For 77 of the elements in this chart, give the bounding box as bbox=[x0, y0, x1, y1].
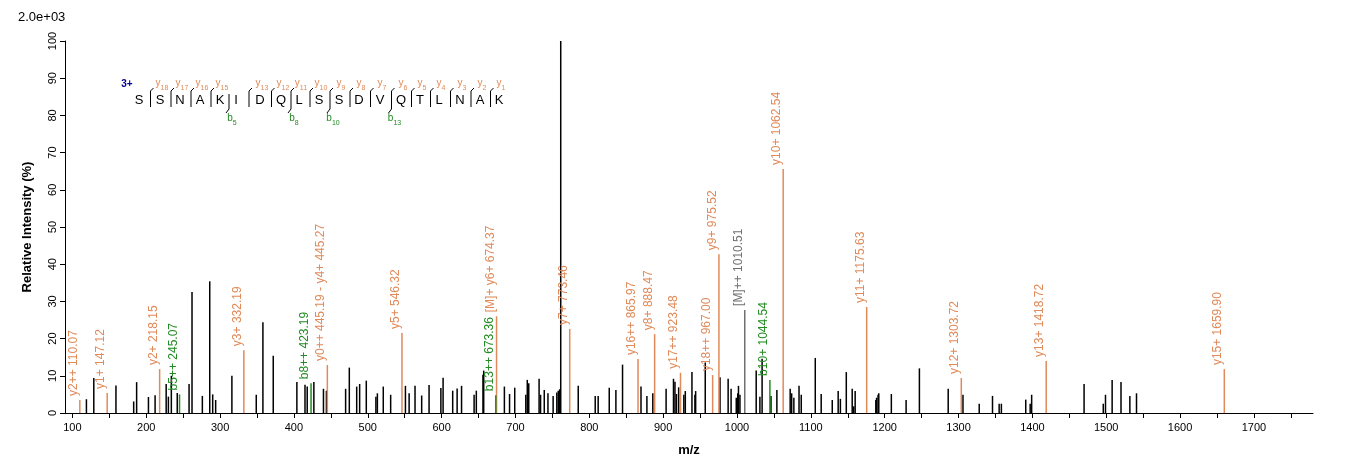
x-tick-label: 1500 bbox=[1093, 420, 1119, 433]
annotation: b13++ 673.36 bbox=[481, 316, 496, 392]
annotation: y10+ 1062.54 bbox=[769, 91, 784, 165]
x-tick-label: 1100 bbox=[799, 420, 823, 433]
annotation: y$_{16}$ bbox=[195, 77, 209, 91]
annotation: y$_{15}$ bbox=[215, 77, 229, 91]
annotation: y$_{17}$ bbox=[175, 77, 189, 91]
annotation: y12+ 1303.72 bbox=[947, 300, 962, 375]
annotation: y$_{18}$ bbox=[155, 77, 169, 91]
y-tick-label: 0 bbox=[45, 409, 58, 417]
annotation: b$_{10}$ bbox=[326, 112, 340, 126]
annotation: y17++ 923.48 bbox=[666, 295, 681, 369]
annotation: [M]+ y6+ 674.37 bbox=[482, 225, 497, 313]
text: S S N A K I D Q L S S D V Q T L N A K bbox=[134, 92, 504, 107]
annotation: y13+ 1418.72 bbox=[1032, 283, 1047, 357]
annotation: y$_{9}$ bbox=[336, 77, 346, 91]
annotation: y8+ 888.47 bbox=[640, 270, 655, 331]
x-tick-label: 1600 bbox=[1167, 420, 1193, 433]
y-tick-label: 50 bbox=[45, 220, 58, 234]
y-tick-label: 60 bbox=[45, 183, 58, 196]
annotation: y3+ 332.19 bbox=[229, 286, 244, 347]
x-axis-title: m/z bbox=[678, 442, 701, 457]
x-tick-label: 1400 bbox=[1020, 420, 1045, 433]
x-tick-label: 700 bbox=[506, 420, 525, 433]
x-tick-label: 900 bbox=[653, 420, 673, 433]
x-tick-label: 400 bbox=[284, 420, 304, 433]
annotation: y2+ 218.15 bbox=[145, 305, 160, 366]
annotation: y$_{6}$ bbox=[398, 77, 408, 91]
x-tick-label: 600 bbox=[432, 420, 451, 433]
annotation: y$_{5}$ bbox=[417, 77, 427, 91]
annotation: y7+ 773.46 bbox=[555, 264, 570, 325]
annotation: y$_{4}$ bbox=[436, 77, 446, 91]
y-tick-label: 20 bbox=[45, 332, 58, 345]
x-tick-label: 800 bbox=[580, 420, 599, 433]
annotation: b8++ 423.19 bbox=[297, 311, 312, 380]
x-tick-label: 1200 bbox=[872, 420, 897, 433]
y-tick-label: 70 bbox=[45, 146, 58, 159]
annotation: y$_{8}$ bbox=[356, 77, 366, 91]
x-tick-label: 1000 bbox=[724, 420, 750, 433]
annotation: y9+ 975.52 bbox=[704, 190, 719, 251]
y-tick-label: 80 bbox=[45, 109, 58, 122]
y-tick-label: 100 bbox=[45, 31, 58, 51]
x-tick-label: 200 bbox=[137, 420, 156, 433]
annotation: b$_{5}$ bbox=[227, 112, 237, 126]
annotation: [M]++ 1010.51 bbox=[730, 228, 745, 306]
y-tick-label: 90 bbox=[45, 72, 58, 85]
x-tick-label: 300 bbox=[210, 420, 230, 433]
annotation: y$_{7}$ bbox=[377, 77, 387, 91]
annotation: y18++ 967.00 bbox=[698, 297, 713, 372]
x-tick-label: 1300 bbox=[946, 420, 971, 433]
text: 2.0e+03 bbox=[18, 9, 66, 24]
annotation: 3+ bbox=[121, 78, 133, 89]
annotation: y$_{3}$ bbox=[457, 77, 467, 91]
annotation: y$_{1}$ bbox=[496, 77, 506, 91]
annotation: b$_{13}$ bbox=[387, 112, 402, 126]
annotation: y$_{10}$ bbox=[314, 77, 328, 91]
annotation: b$_{8}$ bbox=[289, 112, 299, 126]
y-axis-title: Relative Intensity (%) bbox=[19, 161, 34, 293]
annotation: y16++ 865.97 bbox=[624, 281, 639, 356]
annotation: y15+ 1659.90 bbox=[1210, 291, 1225, 366]
annotation: y2++ 110.07 bbox=[65, 329, 80, 396]
annotation: b10+ 1044.54 bbox=[755, 301, 770, 376]
annotation: y5+ 546.32 bbox=[387, 268, 402, 330]
annotation: y$_{2}$ bbox=[477, 77, 487, 91]
x-tick-label: 500 bbox=[358, 420, 377, 433]
y-tick-label: 30 bbox=[45, 295, 58, 308]
annotation: y$_{13}$ bbox=[255, 77, 269, 91]
annotation: y$_{11}$ bbox=[294, 77, 308, 91]
annotation: y$_{12}$ bbox=[276, 77, 290, 91]
annotation: y11+ 1175.63 bbox=[852, 231, 867, 303]
annotation: y0++ 445.19 - y4+ 445.27 bbox=[313, 223, 328, 362]
y-tick-label: 10 bbox=[45, 369, 58, 382]
x-tick-label: 100 bbox=[63, 420, 82, 433]
x-tick-label: 1700 bbox=[1241, 420, 1267, 433]
annotation: b5++ 245.07 bbox=[165, 322, 180, 391]
annotation: y1+ 147.12 bbox=[93, 328, 108, 389]
y-tick-label: 40 bbox=[45, 258, 58, 271]
